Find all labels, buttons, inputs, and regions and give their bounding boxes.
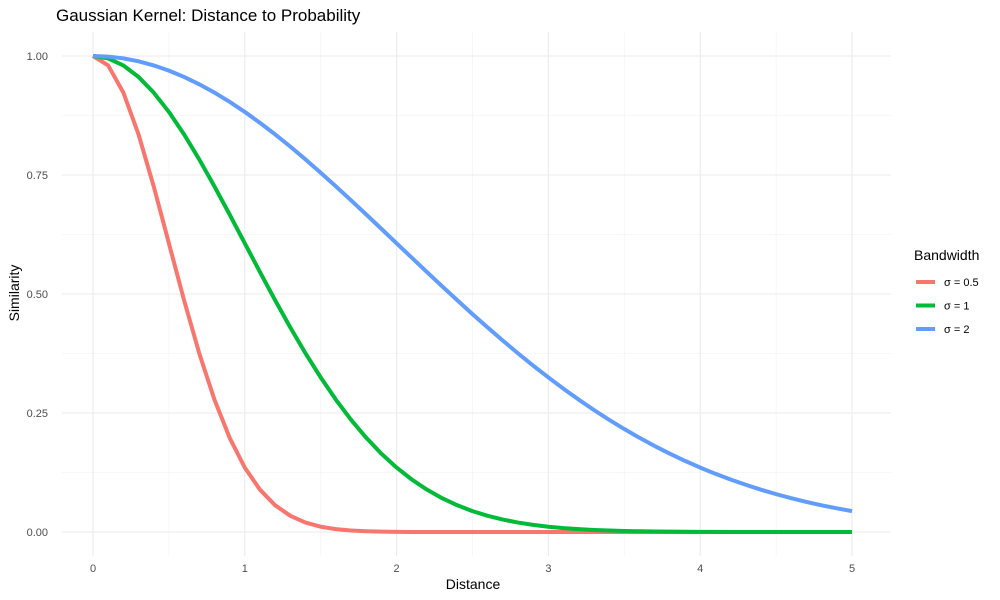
series-line-2 bbox=[92, 54, 852, 534]
x-tick-label: 2 bbox=[394, 563, 400, 575]
legend-item-1: σ = 0.5 bbox=[916, 277, 979, 289]
legend-item-3: σ = 2 bbox=[916, 324, 969, 336]
y-axis-title: Similarity bbox=[6, 265, 22, 322]
x-axis-title: Distance bbox=[446, 576, 501, 592]
series-line-3 bbox=[92, 54, 853, 514]
series-layer bbox=[91, 54, 853, 534]
x-axis-ticks: 0 1 2 3 4 5 bbox=[90, 563, 855, 575]
x-tick-label: 0 bbox=[90, 563, 96, 575]
y-axis-ticks: 0.00 0.25 0.50 0.75 1.00 bbox=[27, 51, 48, 539]
x-tick-label: 1 bbox=[242, 563, 248, 575]
y-tick-label: 1.00 bbox=[27, 51, 48, 63]
x-tick-label: 5 bbox=[849, 563, 855, 575]
y-tick-label: 0.50 bbox=[27, 289, 48, 301]
y-tick-label: 0.25 bbox=[27, 408, 48, 420]
y-tick-label: 0.00 bbox=[27, 527, 48, 539]
legend-label: σ = 0.5 bbox=[944, 277, 979, 289]
legend-title: Bandwidth bbox=[914, 247, 979, 263]
legend: Bandwidth σ = 0.5 σ = 1 σ = 2 bbox=[914, 247, 979, 336]
x-tick-label: 3 bbox=[545, 563, 551, 575]
y-tick-label: 0.75 bbox=[27, 170, 48, 182]
x-tick-label: 4 bbox=[697, 563, 703, 575]
legend-item-2: σ = 1 bbox=[916, 301, 969, 313]
legend-label: σ = 2 bbox=[944, 324, 969, 336]
chart-title: Gaussian Kernel: Distance to Probability bbox=[56, 6, 361, 25]
legend-label: σ = 1 bbox=[944, 301, 969, 313]
legend-items: σ = 0.5 σ = 1 σ = 2 bbox=[916, 277, 979, 336]
